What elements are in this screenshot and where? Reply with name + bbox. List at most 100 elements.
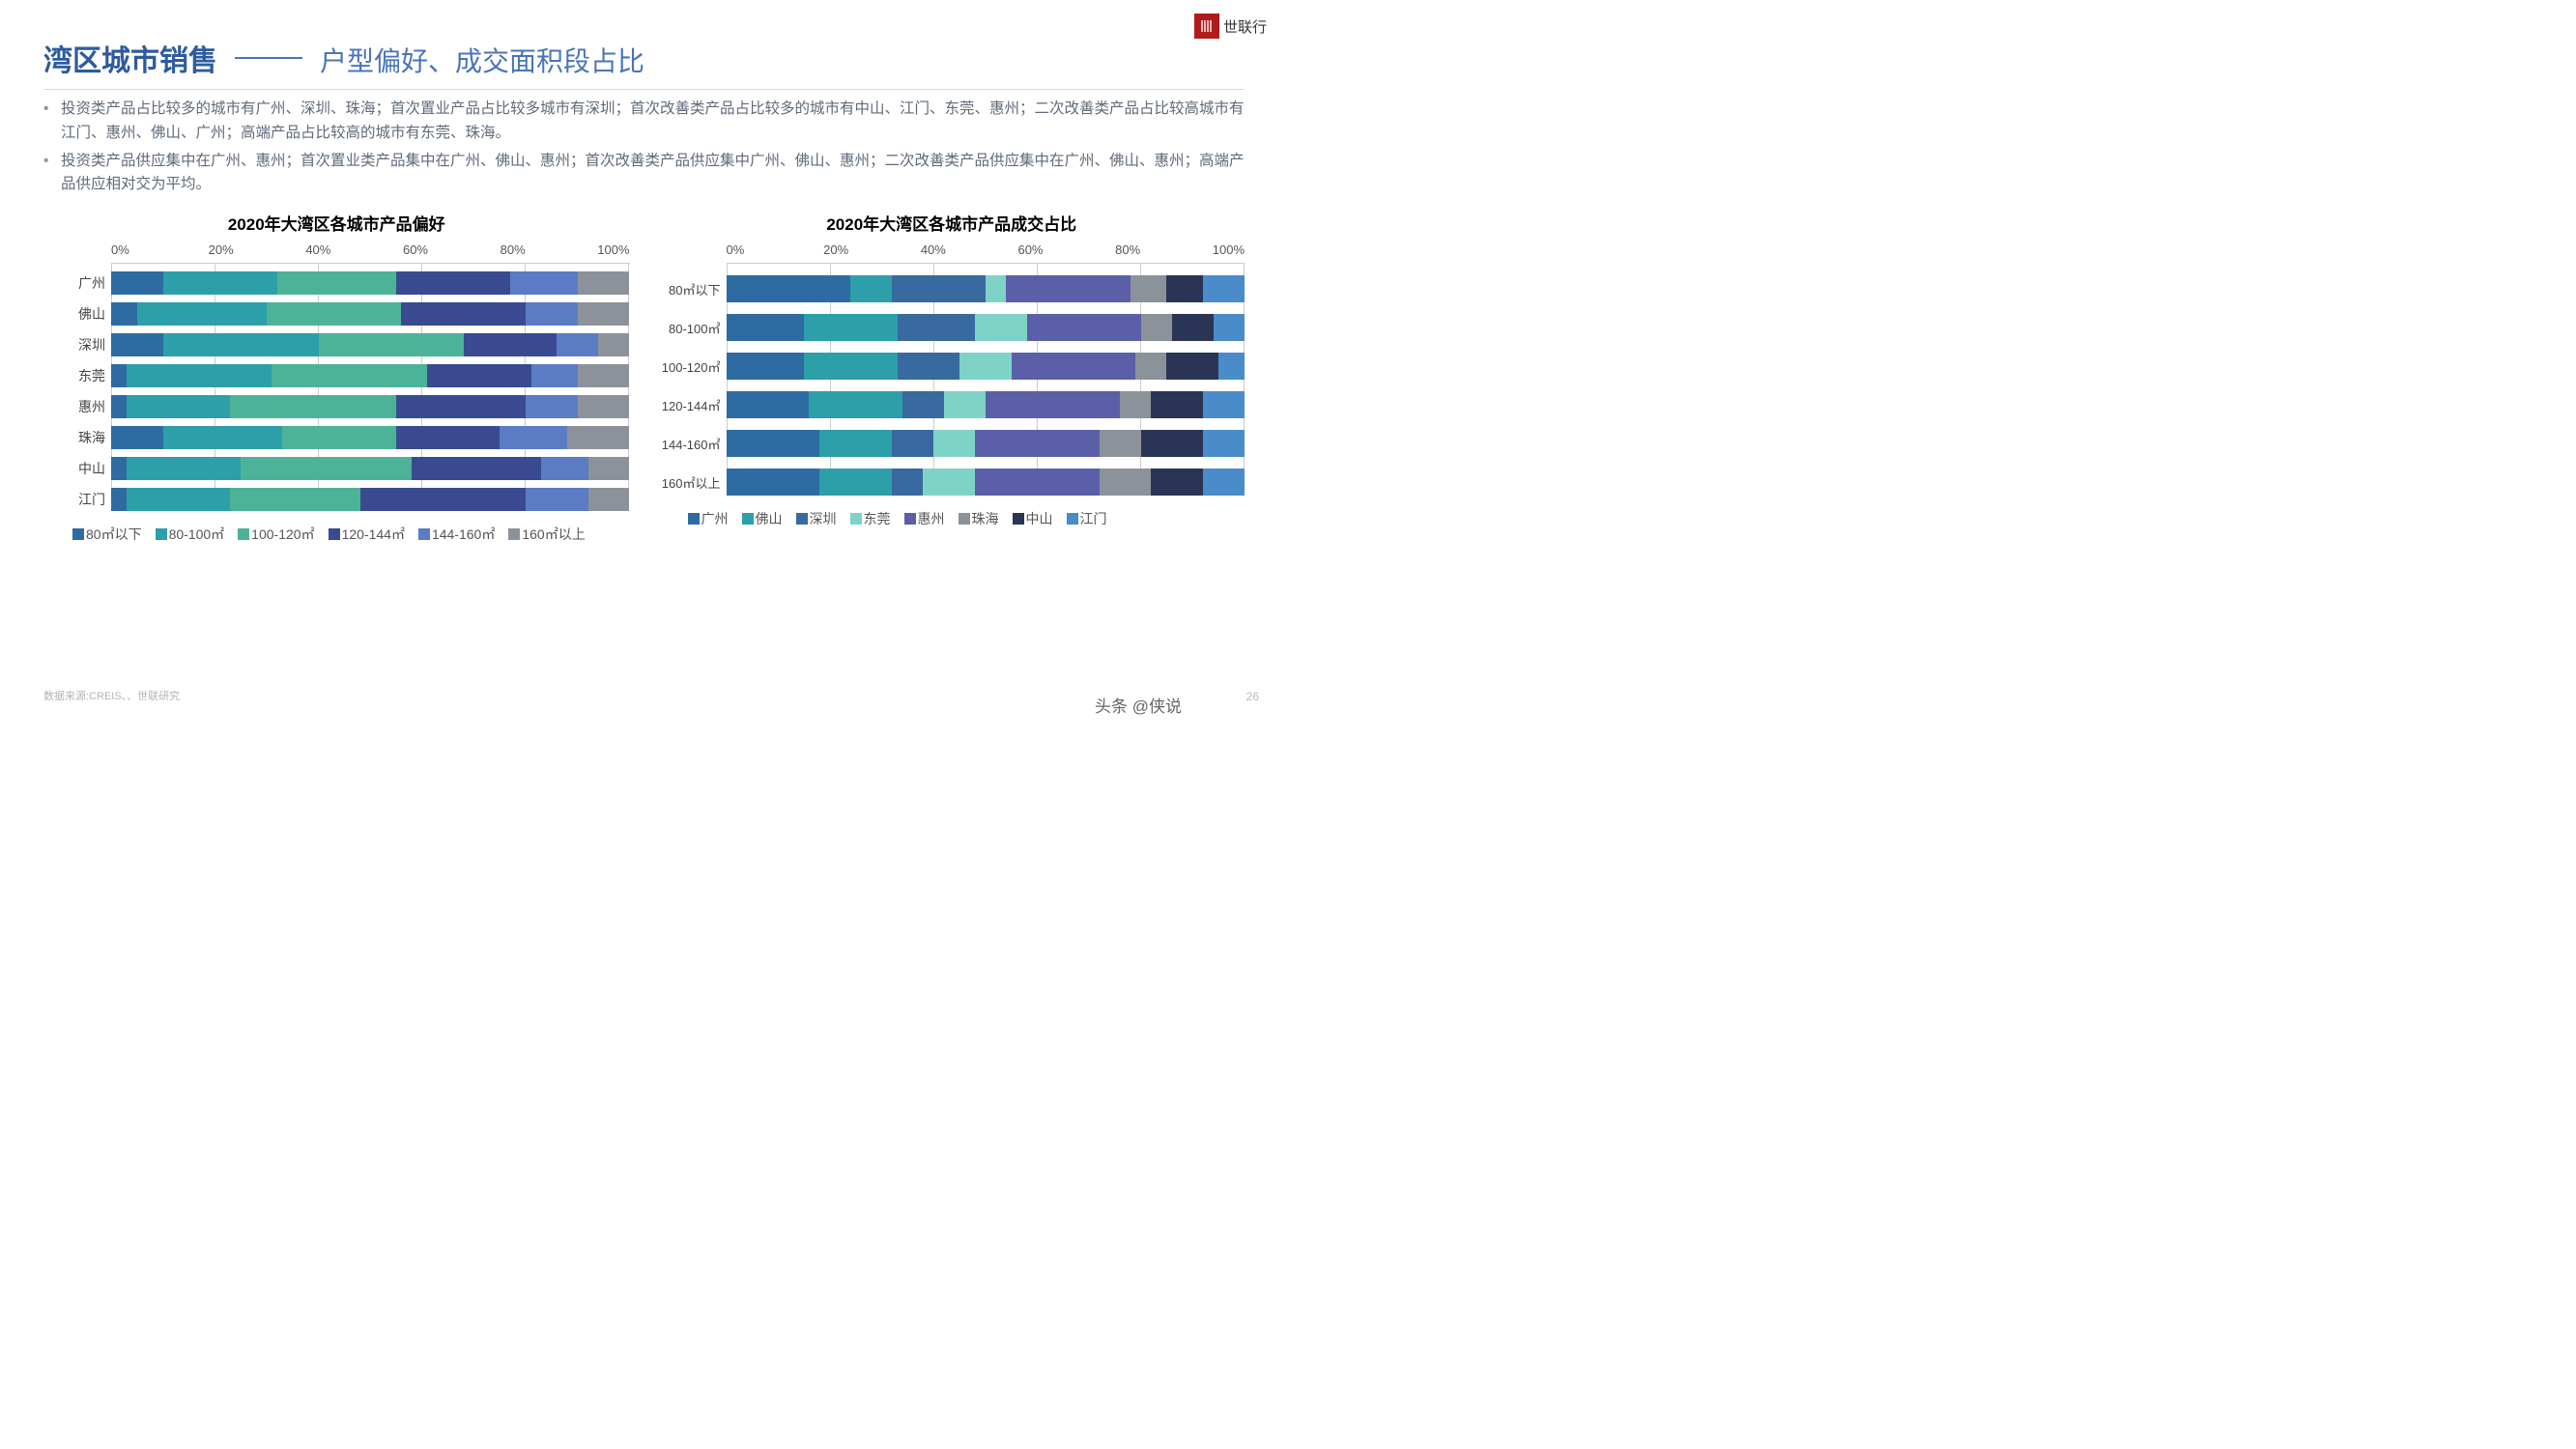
bar-label: 160㎡以上 bbox=[655, 473, 721, 492]
bar-segment bbox=[1100, 469, 1152, 496]
bar-segment bbox=[819, 430, 892, 457]
bar-segment bbox=[1135, 353, 1166, 380]
bar-row: 80㎡以下 bbox=[727, 275, 1245, 302]
legend-swatch-icon bbox=[508, 528, 520, 540]
bar-segment bbox=[944, 391, 986, 418]
bar-segment bbox=[1151, 469, 1203, 496]
x-tick: 60% bbox=[403, 242, 501, 257]
bar-row: 中山 bbox=[111, 457, 630, 480]
bar-row: 广州 bbox=[111, 271, 630, 295]
legend-swatch-icon bbox=[1067, 513, 1078, 525]
bullet-item: 投资类产品供应集中在广州、惠州；首次置业类产品集中在广州、佛山、惠州；首次改善类… bbox=[61, 150, 1245, 198]
bar-row: 江门 bbox=[111, 488, 630, 511]
bar-segment bbox=[809, 391, 902, 418]
bar-segment bbox=[230, 395, 396, 418]
bar-segment bbox=[959, 353, 1012, 380]
bar-segment bbox=[241, 457, 412, 480]
bar-segment bbox=[588, 457, 630, 480]
bar-segment bbox=[986, 391, 1120, 418]
legend-swatch-icon bbox=[796, 513, 808, 525]
bar-label: 东莞 bbox=[40, 366, 105, 385]
bar-segment bbox=[464, 333, 558, 356]
bar-segment bbox=[1006, 275, 1131, 302]
bar-segment bbox=[412, 457, 541, 480]
bar-segment bbox=[986, 275, 1006, 302]
bar-segment bbox=[727, 430, 820, 457]
bar-segment bbox=[1151, 391, 1203, 418]
watermark: 头条 @侠说 bbox=[1095, 693, 1182, 717]
bar-segment bbox=[427, 364, 530, 387]
bar-segment bbox=[111, 395, 127, 418]
bar-segment bbox=[396, 271, 510, 295]
legend-swatch-icon bbox=[959, 513, 970, 525]
bar-segment bbox=[319, 333, 464, 356]
x-tick: 0% bbox=[111, 242, 209, 257]
bar-label: 珠海 bbox=[40, 428, 105, 447]
logo-text: 世联行 bbox=[1223, 16, 1267, 37]
legend-item: 80㎡以下 bbox=[72, 525, 142, 544]
bar-segment bbox=[163, 426, 282, 449]
bar-segment bbox=[578, 395, 630, 418]
divider bbox=[43, 89, 1245, 90]
bar-segment bbox=[277, 271, 396, 295]
bar-segment bbox=[1203, 469, 1245, 496]
bar-segment bbox=[898, 314, 975, 341]
bar-label: 广州 bbox=[40, 273, 105, 293]
bar-segment bbox=[1203, 275, 1245, 302]
bar-label: 惠州 bbox=[40, 397, 105, 416]
bar-segment bbox=[727, 353, 804, 380]
logo-mark-icon bbox=[1194, 14, 1219, 39]
bar-label: 120-144㎡ bbox=[655, 396, 721, 414]
chart-right-legend: 广州佛山深圳东莞惠州珠海中山江门 bbox=[688, 509, 1245, 528]
bar-segment bbox=[578, 271, 630, 295]
bar-segment bbox=[111, 426, 163, 449]
bar-segment bbox=[401, 302, 526, 326]
bar-segment bbox=[1100, 430, 1141, 457]
bar-label: 江门 bbox=[40, 490, 105, 509]
bullet-list: 投资类产品占比较多的城市有广州、深圳、珠海；首次置业产品占比较多城市有深圳；首次… bbox=[43, 98, 1245, 197]
legend-item: 深圳 bbox=[796, 509, 837, 528]
page-title: 湾区城市销售 户型偏好、成交面积段占比 bbox=[43, 37, 1245, 79]
legend-item: 80-100㎡ bbox=[156, 525, 225, 544]
bar-row: 80-100㎡ bbox=[727, 314, 1245, 341]
x-tick: 40% bbox=[921, 242, 1018, 257]
legend-swatch-icon bbox=[688, 513, 700, 525]
bar-row: 160㎡以上 bbox=[727, 469, 1245, 496]
bar-segment bbox=[1012, 353, 1136, 380]
bar-segment bbox=[163, 271, 277, 295]
chart-right-bars: 80㎡以下80-100㎡100-120㎡120-144㎡144-160㎡160㎡… bbox=[727, 263, 1245, 496]
bar-segment bbox=[578, 364, 630, 387]
bar-segment bbox=[804, 353, 898, 380]
bar-segment bbox=[111, 333, 163, 356]
legend-item: 144-160㎡ bbox=[418, 525, 495, 544]
bar-segment bbox=[578, 302, 630, 326]
legend-item: 中山 bbox=[1013, 509, 1053, 528]
x-tick: 20% bbox=[823, 242, 921, 257]
bar-segment bbox=[127, 488, 230, 511]
bar-segment bbox=[531, 364, 578, 387]
x-tick: 80% bbox=[501, 242, 598, 257]
bar-row: 深圳 bbox=[111, 333, 630, 356]
bar-segment bbox=[727, 469, 820, 496]
bar-segment bbox=[111, 364, 127, 387]
legend-item: 珠海 bbox=[959, 509, 999, 528]
brand-logo: 世联行 bbox=[1194, 14, 1267, 39]
bar-segment bbox=[727, 275, 851, 302]
bar-segment bbox=[727, 314, 804, 341]
chart-left-bars: 广州佛山深圳东莞惠州珠海中山江门 bbox=[111, 263, 630, 511]
bar-segment bbox=[933, 430, 975, 457]
bar-segment bbox=[727, 391, 810, 418]
chart-right-title: 2020年大湾区各城市产品成交占比 bbox=[659, 211, 1245, 235]
chart-left-xaxis: 0%20%40%60%80%100% bbox=[111, 242, 630, 257]
bar-row: 东莞 bbox=[111, 364, 630, 387]
bar-segment bbox=[1141, 314, 1172, 341]
legend-item: 佛山 bbox=[742, 509, 783, 528]
bar-row: 惠州 bbox=[111, 395, 630, 418]
title-sub: 户型偏好、成交面积段占比 bbox=[320, 41, 644, 79]
x-tick: 80% bbox=[1115, 242, 1213, 257]
bar-segment bbox=[1027, 314, 1141, 341]
legend-item: 广州 bbox=[688, 509, 729, 528]
bar-segment bbox=[360, 488, 527, 511]
bar-label: 80-100㎡ bbox=[655, 319, 721, 337]
bar-segment bbox=[396, 426, 500, 449]
